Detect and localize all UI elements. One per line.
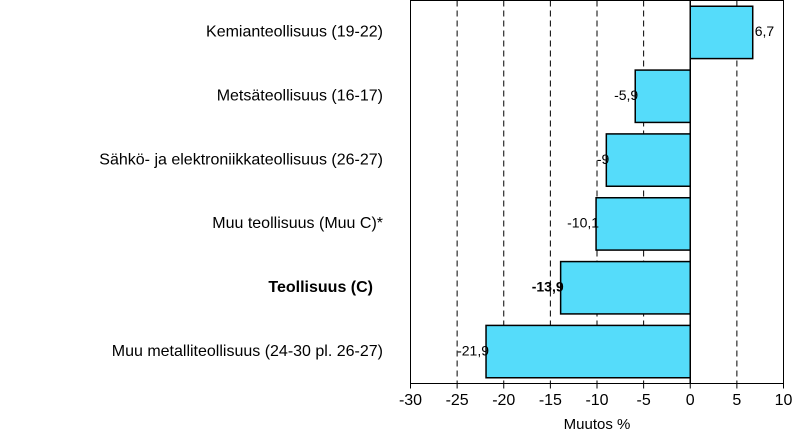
- x-tick-label: 10: [775, 392, 793, 409]
- x-tick-label: -10: [585, 392, 608, 409]
- x-tick-label: -5: [637, 392, 651, 409]
- value-label: -21,9: [457, 342, 489, 358]
- x-tick-label: -25: [446, 392, 469, 409]
- bar: [689, 5, 754, 60]
- value-label: -10,1: [567, 215, 599, 231]
- y-tick-label: Sähkö- ja elektroniikkateollisuus (26-27…: [99, 151, 383, 168]
- x-tick-label: 0: [686, 392, 695, 409]
- y-tick-label: Metsäteollisuus (16-17): [217, 87, 383, 104]
- x-tick-label: -30: [399, 392, 422, 409]
- bar: [559, 260, 691, 315]
- bar: [485, 324, 691, 379]
- bar: [634, 69, 691, 124]
- value-label: -13,9: [532, 278, 564, 294]
- x-tick-label: -15: [539, 392, 562, 409]
- x-axis-label: Muutos %: [564, 416, 631, 433]
- y-tick-label: Muu metalliteollisuus (24-30 pl. 26-27): [112, 343, 383, 360]
- y-tick-label: Teollisuus (C): [268, 279, 373, 296]
- y-tick-label: Muu teollisuus (Muu C)*: [212, 215, 383, 232]
- bar: [595, 196, 692, 251]
- y-tick-label: Kemianteollisuus (19-22): [206, 24, 383, 41]
- x-tick-label: -20: [492, 392, 515, 409]
- bar: [605, 133, 692, 188]
- value-label: -5,9: [614, 87, 638, 103]
- value-label: 6,7: [755, 23, 775, 39]
- x-tick-label: 5: [732, 392, 741, 409]
- value-label: -9: [597, 151, 610, 167]
